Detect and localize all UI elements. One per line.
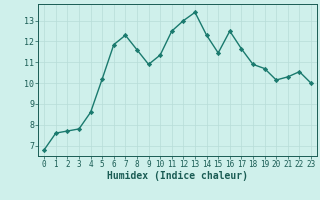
X-axis label: Humidex (Indice chaleur): Humidex (Indice chaleur) [107,171,248,181]
